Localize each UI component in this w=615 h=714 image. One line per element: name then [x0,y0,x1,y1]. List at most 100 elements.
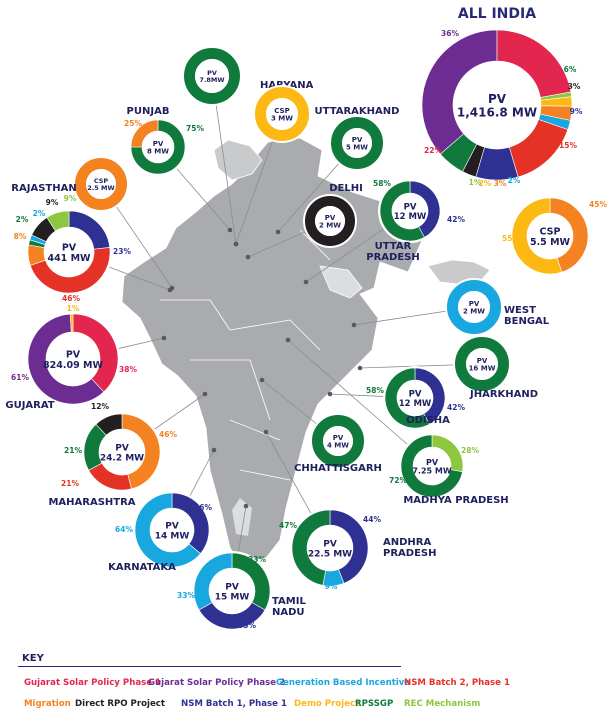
legend-item-direct-rpo-project: Direct RPO Project [75,699,165,709]
donut-hole [527,213,573,259]
center-label-tech: PV [325,214,336,222]
center-label-capacity: 1,416.8 MW [457,105,537,119]
state-label: NADU [272,607,305,618]
donut-hole [413,447,451,485]
center-label-tech: PV [352,136,363,144]
donut-hole [44,227,94,277]
donut-hole [46,332,100,386]
india-map [121,137,491,563]
center-label-tech: PV [323,540,337,550]
donut-hole [266,98,298,130]
donut-hole [392,193,428,229]
data-label: 46% [159,430,177,439]
state-label: ODISHA [406,415,450,426]
data-label: 42% [447,215,465,224]
data-label: 28% [461,446,479,455]
center-label-capacity: 4 MW [327,442,349,450]
center-label-tech: PV [409,390,422,400]
legend-item-generation-based-incentive: Generation Based Incentive [276,678,411,688]
center-label-capacity: 7.8MW [199,76,224,84]
legend-item-migration: Migration [24,699,71,709]
center-label-capacity: 5.5 MW [530,237,571,248]
state-label: DELHI [329,183,363,194]
chart-title: ALL INDIA [458,6,536,22]
data-label: 22% [424,146,442,155]
data-label: 3% [494,179,507,188]
center-label-tech: PV [66,350,81,361]
slice-migration [130,119,159,148]
state-label: GUJARAT [5,400,54,411]
slice-direct-rpo-project [305,196,355,246]
legend-item-rec-mechanism: REC Mechanism [404,699,481,709]
state-label: MAHARASHTRA [48,497,135,508]
key-divider [18,666,401,667]
data-label: 2% [33,209,46,218]
center-label-tech: PV [115,444,129,454]
center-label-tech: PV [153,140,164,148]
data-label: 1% [67,304,80,313]
donut-delhi: PV2 MW DELHI [303,183,363,248]
location-dot [259,377,265,383]
legend-item-demo-project: Demo Project [294,699,360,709]
data-label: 25% [124,119,142,128]
center-label-tech: PV [488,92,507,106]
center-label-tech: CSP [274,107,289,115]
data-label: 33% [177,591,195,600]
data-label: 23% [113,247,131,256]
center-label-capacity: 16 MW [469,365,496,373]
state-label: TAMIL [272,596,306,607]
center-label-tech: PV [207,69,217,77]
data-label: 6% [564,65,577,74]
center-label-tech: PV [165,522,179,532]
state-label: RAJASTHAN [11,183,76,194]
data-label: 38% [119,365,137,374]
location-dot [161,335,167,341]
donut-hole [86,169,116,199]
donut-hole [99,429,145,475]
location-dot [357,365,363,371]
location-dot [211,447,217,453]
state-label: CHHATTISGARH [294,463,382,474]
data-label: 33% [248,555,266,564]
center-label-capacity: 441 MW [47,253,91,264]
data-label: 75% [186,124,204,133]
location-dot [275,229,281,235]
data-label: 72% [389,476,407,485]
data-label: 47% [279,521,297,530]
data-label: 9% [64,194,77,203]
data-label: 58% [373,179,391,188]
center-label-tech: PV [477,357,488,365]
donut-hole [323,426,353,456]
state-label: PRADESH [366,252,419,263]
center-label-capacity: 7.25 MW [412,467,451,476]
data-label: 42% [447,403,465,412]
data-label: 61% [11,373,29,382]
location-dot [327,391,333,397]
slice-rpssgp [331,117,383,169]
data-label: 3% [568,82,581,91]
center-label-capacity: 3 MW [271,115,293,123]
donut-hole [195,59,229,93]
data-label: 2% [479,179,492,188]
donut-hole [150,508,194,552]
location-dot [245,254,251,260]
data-label: 44% [363,515,381,524]
center-label-capacity: 2 MW [463,308,485,316]
donut-hole [315,206,345,236]
donut-hole [307,525,353,571]
location-dot [263,429,269,435]
data-label: 45% [589,200,607,209]
center-label-capacity: 22.5 MW [308,550,352,560]
center-label-capacity: 12 MW [394,212,427,222]
data-label: 9% [46,198,59,207]
